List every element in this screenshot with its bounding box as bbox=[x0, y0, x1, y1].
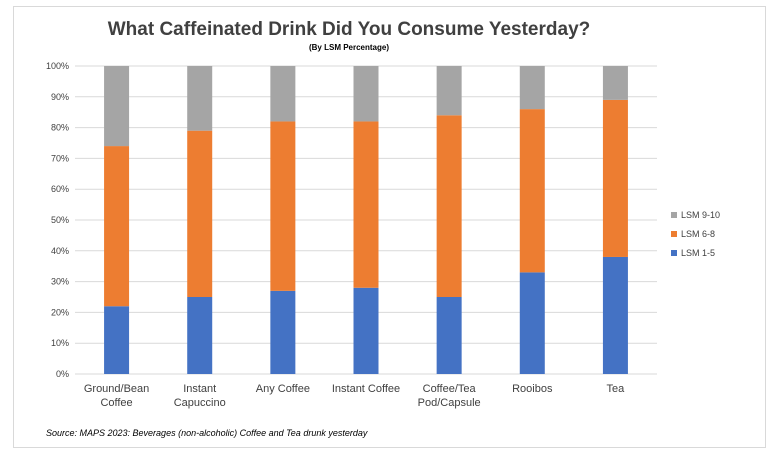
legend-label: LSM 6-8 bbox=[681, 229, 715, 239]
x-category-label: Tea bbox=[607, 383, 626, 395]
y-tick-label: 100% bbox=[46, 61, 69, 71]
bar-segment bbox=[187, 297, 213, 374]
x-category-label: Ground/Bean bbox=[84, 383, 149, 395]
source-note: Source: MAPS 2023: Beverages (non-alcoho… bbox=[46, 428, 368, 438]
bar-segment bbox=[104, 306, 130, 374]
y-tick-label: 50% bbox=[51, 215, 69, 225]
x-category-label: Pod/Capsule bbox=[418, 397, 481, 409]
y-tick-label: 20% bbox=[51, 307, 69, 317]
bar-segment bbox=[436, 297, 462, 374]
x-category-label: Coffee/Tea bbox=[423, 383, 477, 395]
bars bbox=[104, 66, 628, 374]
bar-segment bbox=[519, 272, 545, 374]
bar-segment bbox=[353, 66, 379, 122]
bar-segment bbox=[353, 121, 379, 288]
chart-title: What Caffeinated Drink Did You Consume Y… bbox=[108, 19, 591, 40]
y-axis-ticks: 0% 10% 20% 30% 40% 50% 60% 70% 80% 90% 100% bbox=[46, 61, 69, 379]
x-category-label: Coffee bbox=[100, 397, 132, 409]
bar-segment bbox=[436, 115, 462, 297]
x-category-label: Instant Coffee bbox=[332, 383, 400, 395]
bar-segment bbox=[353, 287, 379, 374]
y-tick-label: 60% bbox=[51, 184, 69, 194]
bar-segment bbox=[187, 66, 213, 131]
x-category-label: Any Coffee bbox=[256, 383, 310, 395]
y-tick-label: 0% bbox=[56, 369, 69, 379]
bar-segment bbox=[104, 146, 130, 307]
bar-segment bbox=[270, 121, 296, 291]
legend-swatch bbox=[671, 231, 677, 237]
x-category-label: Instant bbox=[183, 383, 216, 395]
bar-segment bbox=[270, 66, 296, 122]
bar-segment bbox=[436, 66, 462, 116]
y-tick-label: 40% bbox=[51, 246, 69, 256]
x-axis-categories: Ground/Bean Coffee Instant Capuccino Any Cof… bbox=[84, 383, 625, 409]
legend-swatch bbox=[671, 212, 677, 218]
legend-swatch bbox=[671, 250, 677, 256]
y-tick-label: 10% bbox=[51, 338, 69, 348]
bar-segment bbox=[602, 66, 628, 100]
bar-segment bbox=[270, 290, 296, 374]
x-category-label: Rooibos bbox=[512, 383, 553, 395]
legend-label: LSM 9-10 bbox=[681, 210, 720, 220]
bar-segment bbox=[519, 66, 545, 110]
bar-segment bbox=[104, 66, 130, 147]
y-tick-label: 90% bbox=[51, 92, 69, 102]
y-tick-label: 80% bbox=[51, 123, 69, 133]
bar-segment bbox=[519, 109, 545, 273]
legend: LSM 9-10 LSM 6-8 LSM 1-5 bbox=[671, 210, 720, 258]
bar-segment bbox=[187, 130, 213, 297]
bar-segment bbox=[602, 256, 628, 374]
y-tick-label: 30% bbox=[51, 277, 69, 287]
chart-subtitle: (By LSM Percentage) bbox=[309, 43, 389, 52]
legend-label: LSM 1-5 bbox=[681, 248, 715, 258]
bar-segment bbox=[602, 99, 628, 257]
y-tick-label: 70% bbox=[51, 153, 69, 163]
x-category-label: Capuccino bbox=[174, 397, 226, 409]
